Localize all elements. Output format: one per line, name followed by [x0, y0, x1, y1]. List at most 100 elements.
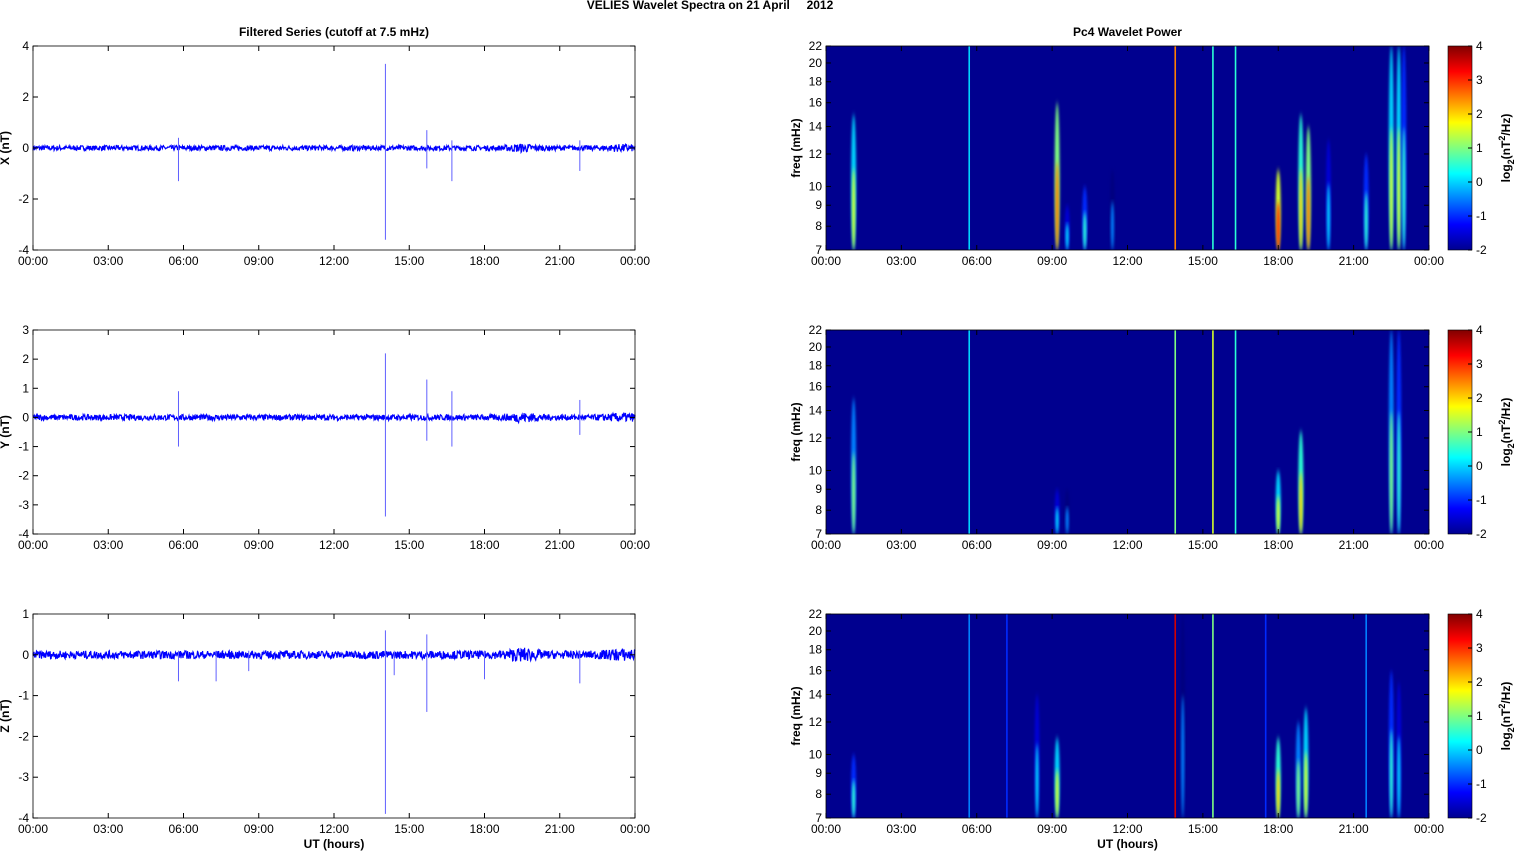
colorbar-tick-label: 3	[1476, 73, 1483, 87]
y-tick-label: -4	[18, 243, 29, 257]
y-tick-label: 1	[22, 381, 29, 395]
wavelet-event	[1397, 127, 1401, 250]
plot-area	[33, 330, 635, 534]
y-tick-label: 0	[22, 410, 29, 424]
x-tick-label: 00:00	[1414, 254, 1444, 268]
y-tick-label: -4	[18, 811, 29, 825]
x-tick-label: 00:00	[811, 254, 841, 268]
y-tick-label: 18	[809, 643, 823, 657]
colorbar-label: log2(nT2/Hz)	[1497, 682, 1515, 751]
x-tick-label: 06:00	[962, 822, 992, 836]
y-tick-label: 16	[809, 96, 823, 110]
panel-title: Pc4 Wavelet Power	[1073, 25, 1182, 39]
x-tick-label: 00:00	[811, 822, 841, 836]
wavelet-event	[852, 779, 856, 818]
y-tick-label: 20	[809, 624, 823, 638]
wavelet-event	[1110, 201, 1115, 250]
colorbar-tick-label: 1	[1476, 425, 1483, 439]
wavelet-line-event	[1234, 330, 1237, 534]
colorbar-tick-label: 0	[1476, 175, 1483, 189]
y-axis-label: freq (mHz)	[789, 118, 803, 177]
wavelet-event	[1083, 211, 1087, 250]
plot-area	[826, 46, 1429, 250]
y-axis-label: X (nT)	[0, 131, 12, 165]
x-tick-label: 09:00	[1037, 822, 1067, 836]
x-tick-label: 06:00	[168, 254, 198, 268]
series-line	[32, 647, 636, 663]
wavelet-line-event	[1212, 330, 1214, 534]
x-tick-label: 12:00	[319, 254, 349, 268]
wavelet-line-event	[1212, 46, 1214, 250]
y-tick-label: 10	[809, 747, 823, 761]
series-panel-2: 00:00 03:00 06:00 09:00 12:00 15:00 18:00 21:00…	[0, 323, 650, 552]
y-tick-label: 7	[815, 527, 822, 541]
series-line	[32, 142, 636, 155]
y-tick-label: 9	[815, 766, 822, 780]
wavelet-event	[1276, 495, 1280, 534]
x-tick-label: 18:00	[469, 254, 499, 268]
colorbar-tick-label: 1	[1476, 709, 1483, 723]
y-tick-label: 9	[815, 198, 822, 212]
x-tick-label: 21:00	[545, 822, 575, 836]
x-tick-label: 09:00	[244, 822, 274, 836]
x-tick-label: 09:00	[244, 538, 274, 552]
x-tick-label: 15:00	[1188, 822, 1218, 836]
x-tick-label: 18:00	[469, 538, 499, 552]
y-tick-label: 22	[809, 607, 823, 621]
y-tick-label: -1	[18, 689, 29, 703]
series-line	[32, 411, 636, 425]
y-tick-label: 22	[809, 323, 823, 337]
y-tick-label: 7	[815, 243, 822, 257]
x-tick-label: 00:00	[1414, 538, 1444, 552]
y-tick-label: -3	[18, 498, 29, 512]
x-axis-label: UT (hours)	[304, 837, 365, 851]
x-tick-label: 00:00	[18, 254, 48, 268]
y-tick-label: 20	[809, 340, 823, 354]
y-tick-label: 18	[809, 359, 823, 373]
x-tick-label: 12:00	[1112, 254, 1142, 268]
wavelet-event	[1304, 751, 1308, 818]
x-tick-label: 03:00	[93, 822, 123, 836]
x-tick-label: 00:00	[18, 822, 48, 836]
x-axis-label: UT (hours)	[1097, 837, 1158, 851]
y-tick-label: 18	[809, 75, 823, 89]
wavelet-event	[852, 168, 856, 250]
colorbar-tick-label: 2	[1476, 675, 1483, 689]
x-tick-label: 03:00	[93, 254, 123, 268]
wavelet-event	[1299, 472, 1303, 534]
x-tick-label: 12:00	[319, 822, 349, 836]
wavelet-event	[1055, 769, 1059, 818]
wavelet-line-event	[1212, 614, 1214, 818]
wavelet-event	[1389, 729, 1393, 818]
colorbar-tick-label: 3	[1476, 641, 1483, 655]
wavelet-event	[1397, 411, 1401, 534]
x-tick-label: 00:00	[620, 254, 650, 268]
wavelet-event	[1364, 192, 1368, 250]
y-axis-label: Y (nT)	[0, 415, 12, 449]
wavelet-event	[1276, 769, 1280, 818]
wavelet-event	[1055, 161, 1059, 250]
wavelet-event	[1402, 127, 1406, 250]
wavelet-line-event	[1006, 614, 1008, 818]
wavelet-event	[1389, 127, 1393, 250]
y-tick-label: 7	[815, 811, 822, 825]
y-axis-label: freq (mHz)	[789, 686, 803, 745]
y-tick-label: 14	[809, 120, 823, 134]
y-tick-label: 0	[22, 648, 29, 662]
y-tick-label: 14	[809, 404, 823, 418]
x-tick-label: 09:00	[1037, 538, 1067, 552]
colorbar-tick-label: -1	[1476, 493, 1487, 507]
wavelet-event	[1296, 760, 1300, 818]
plot-area	[826, 614, 1429, 818]
y-axis-label: freq (mHz)	[789, 402, 803, 461]
x-tick-label: 21:00	[1339, 538, 1369, 552]
y-tick-label: 16	[809, 380, 823, 394]
colorbar-tick-label: 0	[1476, 743, 1483, 757]
wavelet-event	[1306, 175, 1310, 250]
wavelet-event	[1276, 201, 1280, 250]
wavelet-event	[1299, 168, 1303, 250]
colorbar-tick-label: 4	[1476, 39, 1483, 53]
x-tick-label: 15:00	[394, 538, 424, 552]
